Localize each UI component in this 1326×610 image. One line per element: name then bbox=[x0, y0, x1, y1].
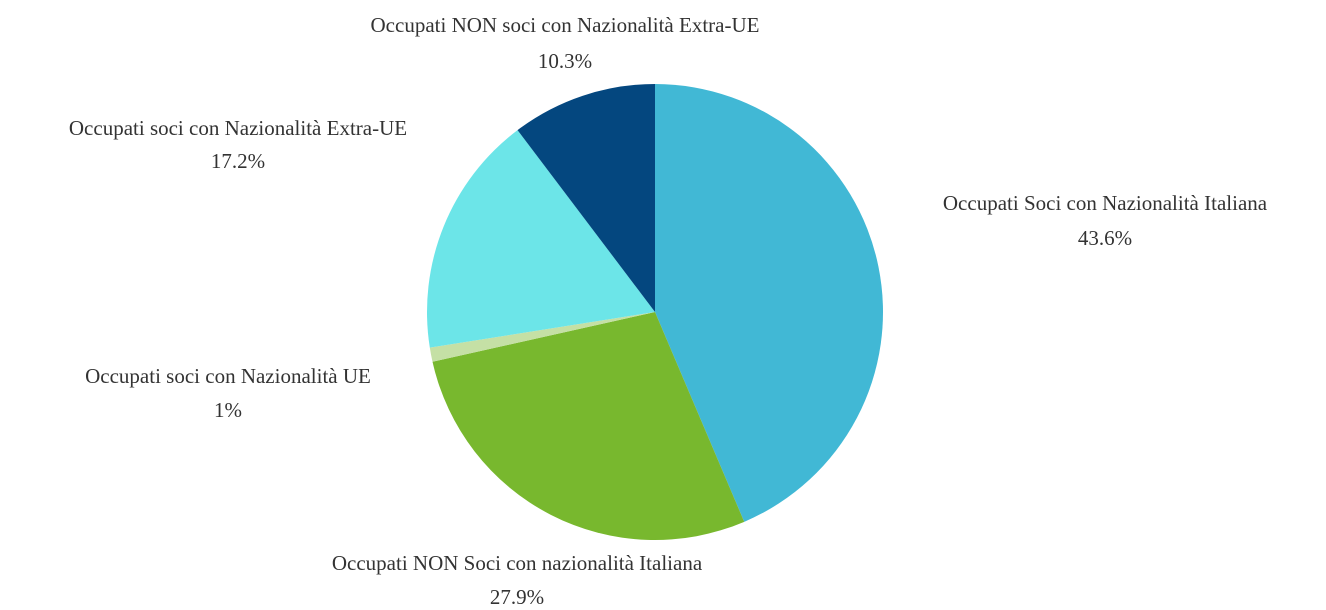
slice-label: Occupati soci con Nazionalità UE bbox=[85, 364, 371, 388]
slice-label: Occupati soci con Nazionalità Extra-UE bbox=[69, 116, 407, 140]
slice-value-label: 43.6% bbox=[1078, 226, 1132, 250]
slice-label: Occupati NON soci con Nazionalità Extra-… bbox=[371, 13, 760, 37]
pie-slice bbox=[427, 130, 655, 348]
slice-value-label: 27.9% bbox=[490, 585, 544, 609]
pie-slice bbox=[432, 312, 745, 541]
pie-slice bbox=[655, 84, 884, 522]
slice-label: Occupati NON Soci con nazionalità Italia… bbox=[332, 551, 703, 575]
slice-label: Occupati Soci con Nazionalità Italiana bbox=[943, 191, 1268, 215]
pie-slice bbox=[517, 84, 655, 312]
slice-value-label: 10.3% bbox=[538, 49, 592, 73]
slice-value-label: 17.2% bbox=[211, 149, 265, 173]
pie-slice bbox=[429, 312, 655, 362]
slice-value-label: 1% bbox=[214, 398, 242, 422]
